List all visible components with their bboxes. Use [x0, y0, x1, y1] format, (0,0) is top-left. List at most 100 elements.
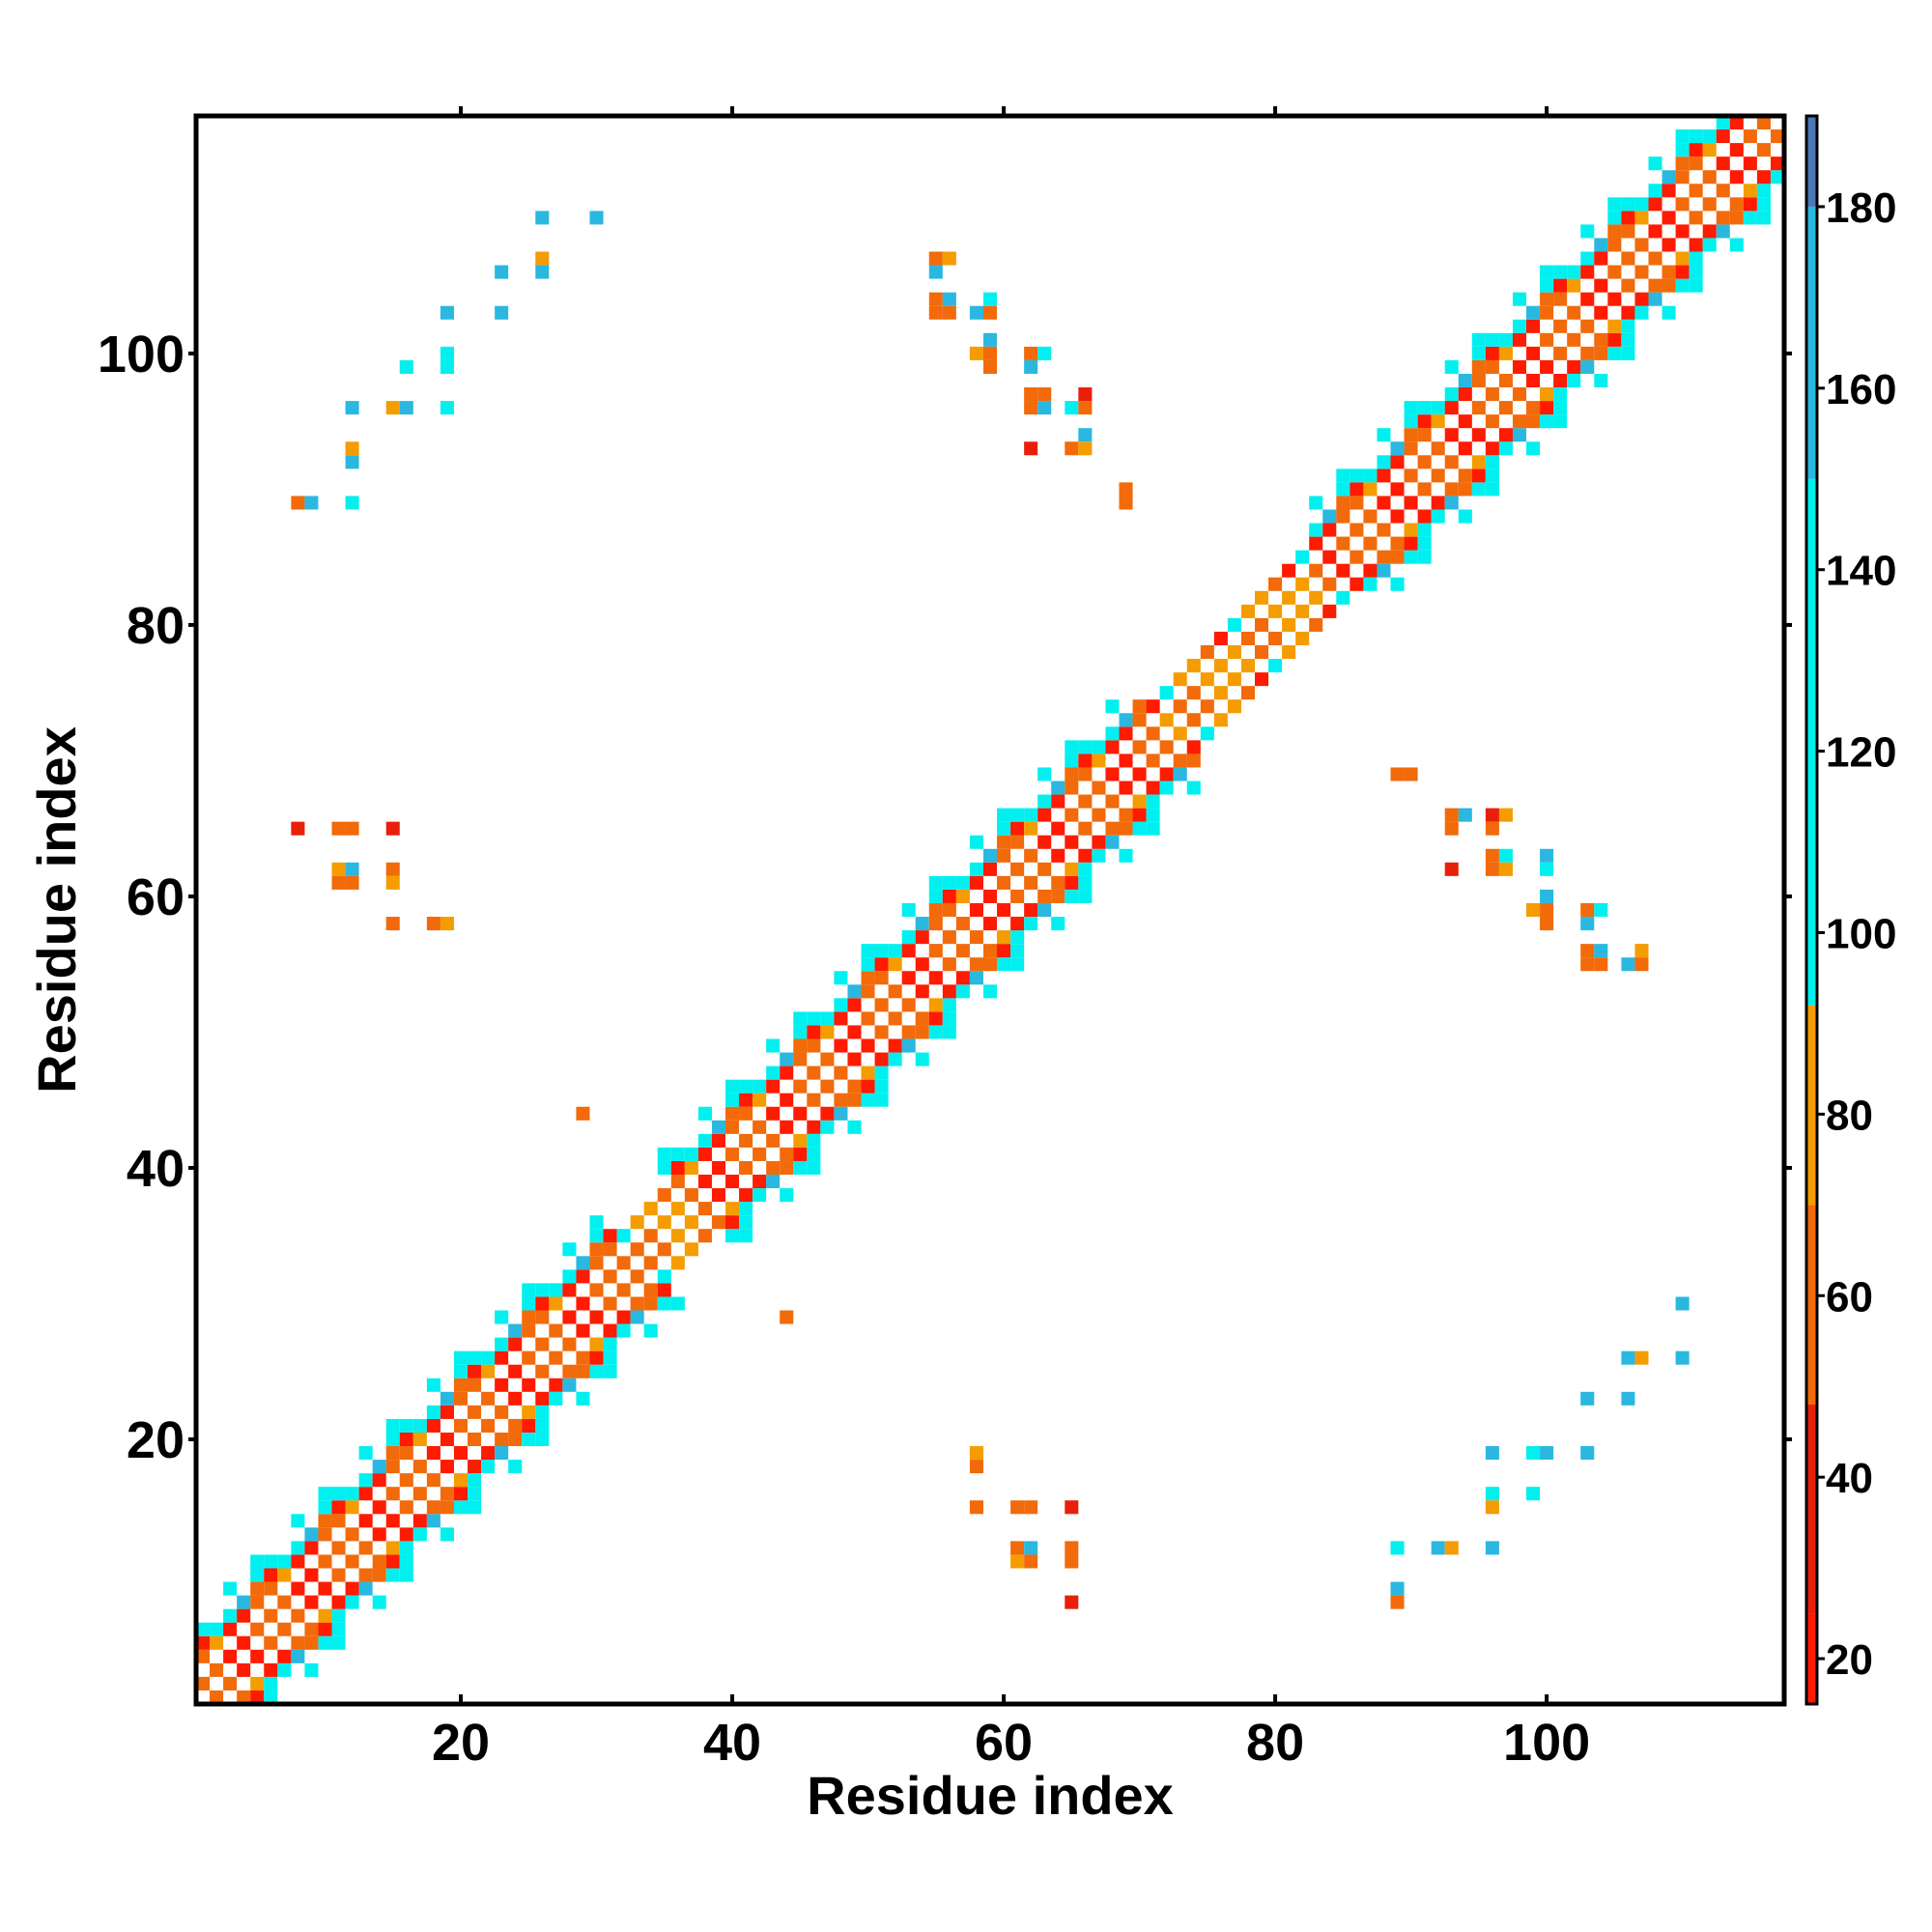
- diagonal-contact-cell: [1540, 387, 1554, 402]
- diagonal-contact-cell: [1485, 332, 1499, 347]
- diagonal-contact-cell: [304, 1595, 319, 1609]
- diagonal-contact-cell: [1444, 455, 1459, 469]
- diagonal-contact-cell: [982, 944, 998, 958]
- diagonal-contact-cell: [1186, 740, 1201, 754]
- diagonal-contact-cell: [399, 1568, 413, 1582]
- diagonal-contact-cell: [318, 1581, 332, 1596]
- diagonal-contact-cell: [807, 1120, 821, 1134]
- diagonal-contact-cell: [1634, 211, 1649, 225]
- diagonal-contact-cell: [1607, 319, 1622, 333]
- off-diagonal-contact-cell: [982, 332, 998, 347]
- diagonal-contact-cell: [331, 1514, 346, 1528]
- diagonal-contact-cell: [1377, 428, 1391, 442]
- diagonal-contact-cell: [576, 1269, 590, 1284]
- diagonal-contact-cell: [1404, 414, 1418, 429]
- diagonal-contact-cell: [250, 1595, 265, 1609]
- diagonal-contact-cell: [1350, 577, 1364, 591]
- diagonal-contact-cell: [508, 1337, 523, 1351]
- diagonal-contact-cell: [1037, 889, 1052, 903]
- colorbar-frame: [1804, 114, 1819, 1706]
- colorbar-tick-label: 180: [1826, 185, 1896, 232]
- diagonal-contact-cell: [440, 1500, 454, 1515]
- diagonal-contact-cell: [589, 1350, 604, 1365]
- off-diagonal-contact-cell: [399, 401, 413, 415]
- diagonal-contact-cell: [1037, 835, 1052, 849]
- diagonal-contact-cell: [522, 1323, 536, 1338]
- off-diagonal-contact-cell: [1594, 902, 1608, 918]
- diagonal-contact-cell: [535, 1310, 550, 1324]
- diagonal-contact-cell: [928, 917, 943, 931]
- diagonal-contact-cell: [1363, 482, 1378, 497]
- diagonal-contact-cell: [1648, 224, 1662, 239]
- diagonal-contact-cell: [1363, 536, 1378, 551]
- diagonal-contact-cell: [1716, 116, 1730, 130]
- diagonal-contact-cell: [1240, 604, 1255, 618]
- off-diagonal-contact-cell: [345, 401, 359, 415]
- diagonal-contact-cell: [1173, 672, 1187, 687]
- diagonal-contact-cell: [1363, 563, 1378, 578]
- diagonal-contact-cell: [264, 1662, 278, 1677]
- diagonal-contact-cell: [440, 1487, 454, 1501]
- diagonal-contact-cell: [1553, 346, 1568, 360]
- diagonal-contact-cell: [1526, 305, 1541, 320]
- diagonal-contact-cell: [562, 1283, 577, 1297]
- diagonal-contact-cell: [1132, 713, 1147, 727]
- diagonal-contact-cell: [1255, 617, 1269, 632]
- off-diagonal-contact-cell: [969, 1460, 983, 1474]
- diagonal-contact-cell: [1037, 862, 1052, 876]
- diagonal-contact-cell: [223, 1622, 238, 1636]
- diagonal-contact-cell: [955, 889, 970, 903]
- diagonal-contact-cell: [210, 1690, 224, 1704]
- diagonal-contact-cell: [1336, 496, 1350, 510]
- diagonal-contact-cell: [1024, 917, 1038, 931]
- diagonal-contact-cell: [807, 1093, 821, 1107]
- diagonal-contact-cell: [969, 971, 983, 985]
- y-axis-label: Residue index: [26, 726, 87, 1094]
- off-diagonal-contact-cell: [1485, 1500, 1499, 1515]
- off-diagonal-contact-cell: [1580, 957, 1595, 972]
- diagonal-contact-cell: [1634, 265, 1649, 279]
- diagonal-contact-cell: [1512, 414, 1527, 429]
- diagonal-contact-cell: [522, 1418, 536, 1433]
- diagonal-contact-cell: [1065, 862, 1079, 876]
- diagonal-contact-cell: [399, 1541, 413, 1555]
- diagonal-contact-cell: [861, 1011, 875, 1026]
- diagonal-contact-cell: [1689, 211, 1703, 225]
- off-diagonal-contact-cell: [345, 455, 359, 469]
- heatmap-cells: [196, 116, 1784, 1704]
- diagonal-contact-cell: [1417, 401, 1432, 415]
- diagonal-contact-cell: [657, 1296, 671, 1311]
- diagonal-contact-cell: [535, 1418, 550, 1433]
- diagonal-contact-cell: [1512, 387, 1527, 402]
- diagonal-contact-cell: [888, 984, 902, 999]
- off-diagonal-contact-cell: [1390, 1595, 1405, 1609]
- diagonal-contact-cell: [1485, 482, 1499, 497]
- diagonal-contact-cell: [670, 1229, 685, 1243]
- diagonal-contact-cell: [589, 1256, 604, 1270]
- diagonal-contact-cell: [385, 1487, 400, 1501]
- diagonal-contact-cell: [657, 1188, 671, 1203]
- diagonal-contact-cell: [535, 1283, 550, 1297]
- diagonal-contact-cell: [1540, 265, 1554, 279]
- diagonal-contact-cell: [589, 1337, 604, 1351]
- diagonal-contact-cell: [711, 1120, 725, 1134]
- off-diagonal-contact-cell: [345, 875, 359, 890]
- diagonal-contact-cell: [1580, 265, 1595, 279]
- diagonal-contact-cell: [264, 1635, 278, 1650]
- diagonal-contact-cell: [495, 1310, 509, 1324]
- diagonal-contact-cell: [1675, 170, 1690, 185]
- diagonal-contact-cell: [440, 1527, 454, 1542]
- diagonal-contact-cell: [888, 1011, 902, 1026]
- diagonal-contact-cell: [780, 1147, 794, 1161]
- diagonal-contact-cell: [304, 1527, 319, 1542]
- diagonal-contact-cell: [739, 1133, 753, 1148]
- diagonal-contact-cell: [874, 944, 889, 958]
- diagonal-contact-cell: [753, 1120, 767, 1134]
- diagonal-contact-cell: [834, 971, 848, 985]
- diagonal-contact-cell: [1580, 346, 1595, 360]
- diagonal-contact-cell: [1648, 197, 1662, 212]
- diagonal-contact-cell: [304, 1622, 319, 1636]
- diagonal-contact-cell: [1282, 617, 1296, 632]
- diagonal-contact-cell: [1485, 359, 1499, 374]
- off-diagonal-contact-cell: [1065, 401, 1079, 415]
